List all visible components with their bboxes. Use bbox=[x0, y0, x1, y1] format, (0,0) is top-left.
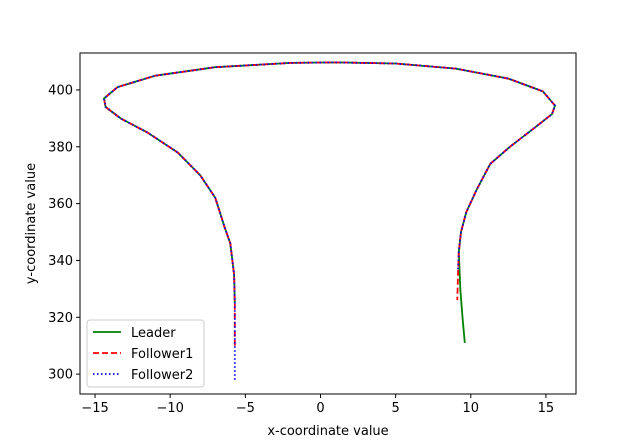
legend-box bbox=[86, 319, 205, 388]
x-tick-label: 0 bbox=[316, 401, 324, 416]
x-axis: −15 −10 −5 0 5 10 15 bbox=[81, 394, 554, 416]
x-tick-label: −10 bbox=[156, 401, 183, 416]
x-tick-label: 5 bbox=[391, 401, 399, 416]
legend: Leader Follower1 Follower2 bbox=[86, 319, 205, 388]
series-layer bbox=[103, 61, 556, 380]
x-tick-label: −15 bbox=[81, 401, 108, 416]
x-tick-label: 15 bbox=[538, 401, 555, 416]
series-line-follower2 bbox=[103, 61, 556, 380]
y-axis-label: y-coordinate value bbox=[24, 163, 39, 284]
x-tick-label: 10 bbox=[463, 401, 480, 416]
plot-frame bbox=[79, 52, 577, 395]
y-tick-label: 380 bbox=[48, 140, 73, 155]
legend-label-follower1: Follower1 bbox=[131, 347, 193, 362]
y-tick-label: 320 bbox=[48, 311, 73, 326]
y-tick-label: 400 bbox=[48, 83, 73, 98]
y-tick-label: 340 bbox=[48, 254, 73, 269]
x-tick-label: −5 bbox=[236, 401, 255, 416]
x-axis-label: x-coordinate value bbox=[267, 424, 388, 439]
y-tick-label: 300 bbox=[48, 368, 73, 383]
legend-label-leader: Leader bbox=[131, 326, 176, 341]
y-axis: 300 320 340 360 380 400 bbox=[48, 83, 80, 383]
legend-label-follower2: Follower2 bbox=[131, 368, 193, 383]
y-tick-label: 360 bbox=[48, 197, 73, 212]
